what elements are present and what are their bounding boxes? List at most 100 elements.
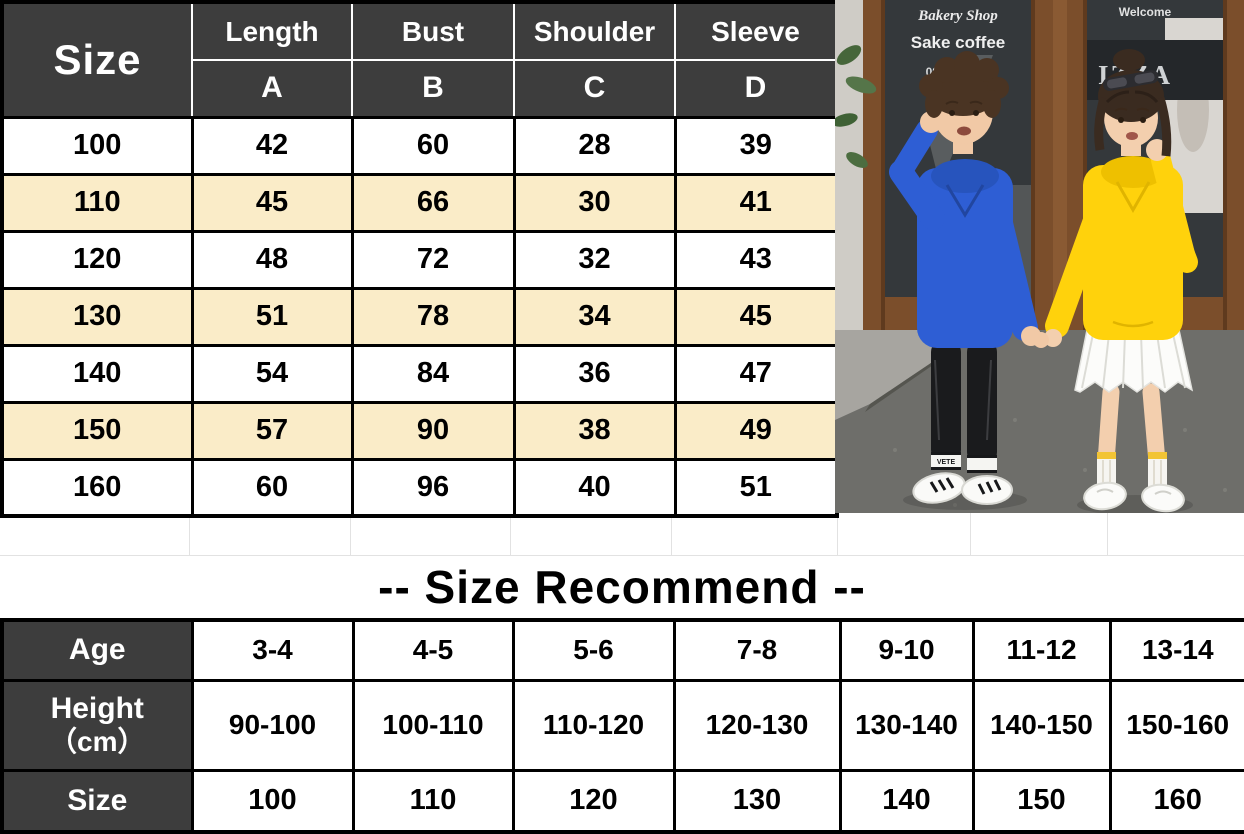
rec-size-cell: 150	[971, 768, 1112, 834]
shoulder-cell: 30	[512, 172, 677, 233]
rec-size-cell: 110	[351, 768, 515, 834]
boy-sneakers-icon	[912, 472, 1013, 505]
boy-figure: VETE	[889, 51, 1041, 505]
length-cell: 48	[190, 229, 354, 290]
bust-cell: 84	[350, 343, 516, 404]
length-cell: 57	[190, 400, 354, 461]
shoulder-cell: 32	[512, 229, 677, 290]
length-cell: 54	[190, 343, 354, 404]
girl-face	[1114, 107, 1150, 140]
grid-gap-band	[0, 513, 1244, 556]
height-cell: 110-120	[511, 678, 676, 772]
boy-face	[945, 100, 983, 136]
size-recommend-table: Age 3-4 4-5 5-6 7-8 9-10 11-12 13-14 Hei…	[0, 618, 1244, 834]
age-cell: 4-5	[351, 618, 515, 682]
rec-size-cell: 130	[672, 768, 842, 834]
coffee-sign-text: Sake coffee	[911, 33, 1006, 52]
length-cell: 51	[190, 286, 354, 347]
size-chart-table: Size Length Bust Shoulder Sleeve A B C D…	[0, 0, 839, 518]
size-recommend-title: -- Size Recommend --	[0, 556, 1244, 618]
rec-size-cell: 160	[1108, 768, 1244, 834]
rec-size-cell: 140	[838, 768, 975, 834]
size-cell: 160	[0, 457, 194, 518]
size-cell: 130	[0, 286, 194, 347]
table-row: 150 57 90 38 49	[0, 400, 839, 461]
column-header-sleeve: Sleeve	[674, 1, 838, 61]
column-letter-c: C	[513, 59, 676, 118]
shoulder-cell: 38	[512, 400, 677, 461]
table-row: 100 42 60 28 39	[0, 115, 839, 176]
table-row: 140 54 84 36 47	[0, 343, 839, 404]
bust-cell: 60	[350, 115, 516, 176]
size-cell: 120	[0, 229, 194, 290]
bust-cell: 96	[350, 457, 516, 518]
sleeve-cell: 51	[673, 457, 839, 518]
rec-size-cell: 100	[190, 768, 355, 834]
height-cell: 100-110	[351, 678, 515, 772]
sleeve-cell: 39	[673, 115, 839, 176]
shoulder-cell: 28	[512, 115, 677, 176]
shop-sign-text: Bakery Shop	[917, 8, 998, 24]
height-cell: 140-150	[971, 678, 1112, 772]
height-cell: 150-160	[1108, 678, 1244, 772]
plant-leaves-icon	[835, 45, 877, 168]
bust-cell: 66	[350, 172, 516, 233]
table-row: 160 60 96 40 51	[0, 457, 839, 518]
girl-skirt	[1074, 329, 1194, 393]
table-row: 110 45 66 30 41	[0, 172, 839, 233]
age-cell: 7-8	[672, 618, 842, 682]
column-letter-d: D	[674, 59, 838, 118]
holding-hands	[1033, 332, 1049, 348]
rec-size-cell: 120	[511, 768, 676, 834]
sleeve-cell: 43	[673, 229, 839, 290]
age-row: Age 3-4 4-5 5-6 7-8 9-10 11-12 13-14	[0, 618, 1244, 682]
corner-size-header: Size	[1, 1, 193, 118]
column-header-length: Length	[191, 1, 353, 61]
height-label: Height （cm）	[0, 678, 194, 772]
column-header-shoulder: Shoulder	[513, 1, 676, 61]
size-row: Size 100 110 120 130 140 150 160	[0, 768, 1244, 834]
age-cell: 5-6	[511, 618, 676, 682]
size-cell: 110	[0, 172, 194, 233]
sleeve-cell: 49	[673, 400, 839, 461]
age-cell: 11-12	[971, 618, 1112, 682]
shoulder-cell: 36	[512, 343, 677, 404]
girl-figure	[1044, 49, 1198, 513]
shoulder-cell: 34	[512, 286, 677, 347]
column-letter-a: A	[191, 59, 353, 118]
sleeve-cell: 41	[673, 172, 839, 233]
sleeve-cell: 47	[673, 343, 839, 404]
table-row: 120 48 72 32 43	[0, 229, 839, 290]
height-cell: 90-100	[190, 678, 355, 772]
height-cell: 120-130	[672, 678, 842, 772]
girl-socks	[1097, 452, 1167, 488]
table-row: 130 51 78 34 45	[0, 286, 839, 347]
sunglasses-icon	[1102, 70, 1159, 91]
height-row: Height （cm） 90-100 100-110 110-120 120-1…	[0, 678, 1244, 772]
size-chart-section: Size Length Bust Shoulder Sleeve A B C D…	[0, 0, 1244, 518]
size-cell: 140	[0, 343, 194, 404]
shoulder-cell: 40	[512, 457, 677, 518]
bust-cell: 78	[350, 286, 516, 347]
storefront-background	[835, 0, 1244, 330]
age-label: Age	[0, 618, 194, 682]
pant-cuffs: VETE	[931, 452, 997, 473]
size-label: Size	[0, 768, 194, 834]
welcome-sign-text: Welcome	[1119, 5, 1172, 19]
bust-cell: 90	[350, 400, 516, 461]
girl-sneakers-icon	[1083, 481, 1185, 513]
sleeve-cell: 45	[673, 286, 839, 347]
size-cell: 150	[0, 400, 194, 461]
height-unit-text: （cm）	[49, 726, 146, 758]
height-cell: 130-140	[838, 678, 975, 772]
bust-cell: 72	[350, 229, 516, 290]
size-cell: 100	[0, 115, 194, 176]
cuff-brand-text: VETE	[937, 459, 956, 466]
age-cell: 3-4	[190, 618, 355, 682]
age-cell: 13-14	[1108, 618, 1244, 682]
length-cell: 45	[190, 172, 354, 233]
column-letter-b: B	[351, 59, 515, 118]
column-header-bust: Bust	[351, 1, 515, 61]
length-cell: 60	[190, 457, 354, 518]
boy-hair	[919, 51, 1009, 118]
